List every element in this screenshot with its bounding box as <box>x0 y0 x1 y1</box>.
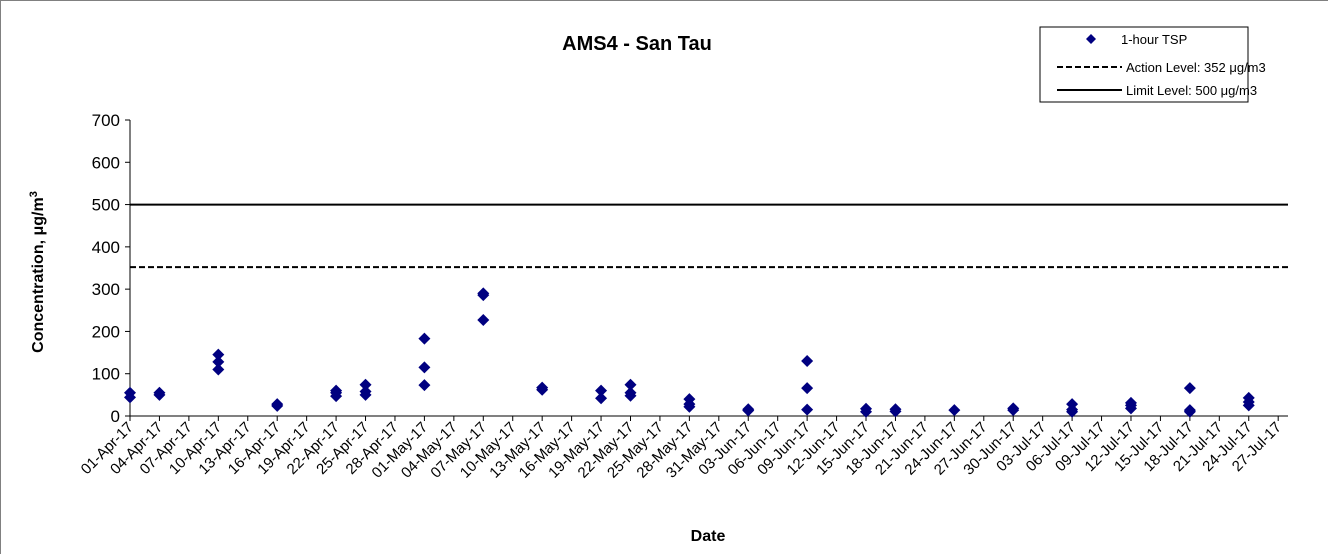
data-point <box>801 382 814 395</box>
data-point <box>418 332 431 345</box>
data-point <box>624 386 637 399</box>
data-point <box>595 392 608 405</box>
data-point <box>124 386 136 399</box>
data-point <box>477 287 490 300</box>
y-axis-title-superscript: 3 <box>28 191 40 197</box>
legend-diamond-marker <box>1086 34 1096 44</box>
x-axis: 01-Apr-1704-Apr-1707-Apr-1710-Apr-1713-A… <box>78 415 1288 482</box>
data-point <box>1242 391 1255 404</box>
y-tick-label: 400 <box>92 238 120 257</box>
legend: 1-hour TSP Action Level: 352 μg/m3 Limit… <box>1039 26 1266 103</box>
data-point <box>624 378 637 391</box>
x-axis-title: Date <box>691 528 726 545</box>
reference-lines <box>130 203 1288 269</box>
y-axis-title-main: Concentration, μg/m <box>30 197 47 353</box>
data-point <box>271 398 284 411</box>
data-point <box>1183 382 1196 395</box>
data-point <box>477 314 490 327</box>
data-point <box>359 378 372 391</box>
data-point <box>889 403 902 416</box>
data-point <box>1183 404 1196 417</box>
data-point <box>536 381 549 394</box>
data-point <box>418 361 431 374</box>
data-point <box>1066 398 1079 411</box>
y-tick-label: 700 <box>92 111 120 130</box>
legend-label-tsp: 1-hour TSP <box>1121 32 1187 47</box>
legend-label-limit-level: Limit Level: 500 μg/m3 <box>1126 83 1257 98</box>
y-tick-label: 0 <box>111 407 120 426</box>
data-point <box>801 403 814 416</box>
data-point <box>330 384 343 397</box>
y-tick-label: 600 <box>92 153 120 172</box>
y-tick-label: 100 <box>92 365 120 384</box>
data-point <box>742 403 755 416</box>
y-tick-label: 300 <box>92 280 120 299</box>
data-point <box>153 386 166 399</box>
data-point <box>212 363 225 376</box>
y-tick-label: 500 <box>92 196 120 215</box>
data-point <box>212 355 225 368</box>
data-point <box>212 348 225 361</box>
legend-label-action-level: Action Level: 352 μg/m3 <box>1126 60 1266 75</box>
data-point <box>418 379 431 392</box>
data-point <box>801 355 814 368</box>
data-point <box>1007 402 1020 415</box>
data-point <box>595 384 608 397</box>
y-axis: 0 100 200 300 400 500 600 700 <box>92 111 131 426</box>
y-axis-title: Concentration, μg/m3 <box>28 191 47 353</box>
data-point <box>948 404 961 417</box>
data-point <box>359 385 372 398</box>
data-point <box>1124 396 1137 409</box>
chart-title: AMS4 - San Tau <box>562 33 712 55</box>
data-point <box>860 402 873 415</box>
data-points <box>124 287 1255 418</box>
y-tick-label: 200 <box>92 322 120 341</box>
data-point <box>683 393 696 406</box>
